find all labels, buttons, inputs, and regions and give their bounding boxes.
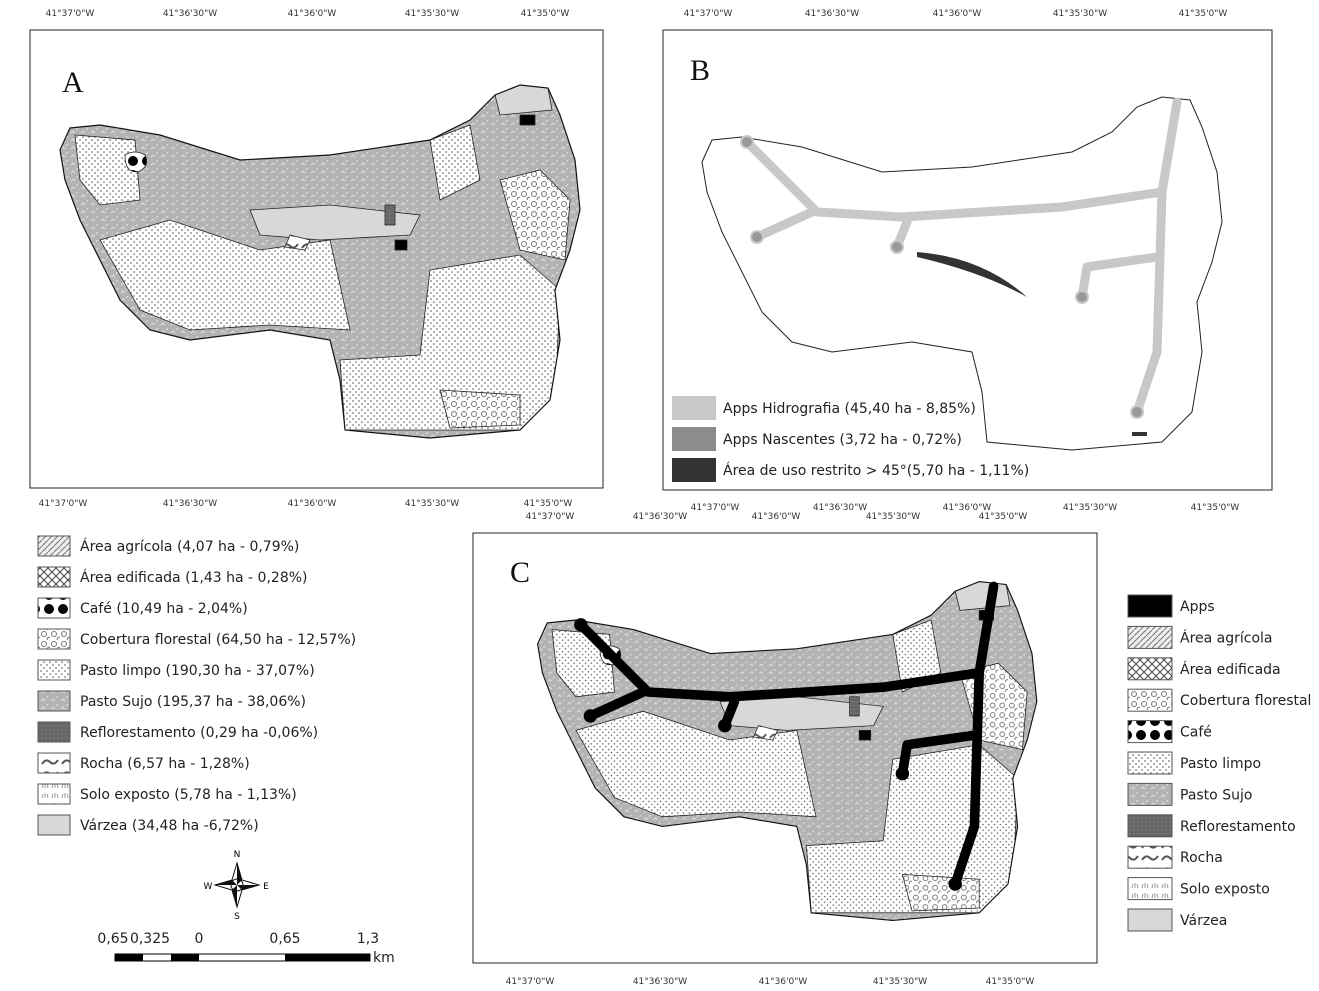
scale-label: 1,3 xyxy=(357,931,379,947)
right-coordinate-label: 20°37'0"S xyxy=(0,0,23,3)
panel-a: A xyxy=(30,30,603,488)
top-coordinate-label: 41°35'30"W xyxy=(1053,9,1107,19)
legend-swatch xyxy=(38,598,70,618)
bottom-coordinate-label: 41°36'30"W xyxy=(633,977,687,987)
legend-swatch xyxy=(1128,658,1172,680)
legend-swatch xyxy=(38,784,70,804)
legend-label: Área agrícola (4,07 ha - 0,79%) xyxy=(80,538,299,555)
bottom-coordinate-label: 41°35'30"W xyxy=(405,499,459,509)
legend-swatch xyxy=(38,629,70,649)
bottom-coordinate-label: 41°36'0"W xyxy=(288,499,337,509)
legend-swatch xyxy=(38,691,70,711)
legend-label: Cobertura florestal xyxy=(1180,693,1311,709)
top-coordinate-label: 41°35'0"W xyxy=(521,9,570,19)
bottom-coordinate-label: 41°35'0"W xyxy=(986,977,1035,987)
legend-swatch xyxy=(38,660,70,680)
bottom-coordinate-label: 41°35'30"W xyxy=(873,977,927,987)
bottom-coordinate-label: 41°36'0"W xyxy=(759,977,808,987)
scale-label: 0 xyxy=(195,931,204,947)
panel-label: A xyxy=(62,66,84,99)
legend-swatch xyxy=(1128,626,1172,648)
legend-label: Área edificada xyxy=(1180,661,1281,678)
scale-unit: km xyxy=(373,950,395,966)
panel-label: B xyxy=(690,54,710,87)
legend-label: Várzea (34,48 ha -6,72%) xyxy=(80,818,259,834)
bottom-coordinate-label: 41°35'0"W xyxy=(524,499,573,509)
legend-label: Solo exposto (5,78 ha - 1,13%) xyxy=(80,787,297,803)
bottom-coordinate-label: 41°37'0"W xyxy=(691,503,740,513)
legend-swatch xyxy=(1128,815,1172,837)
panel-c: C xyxy=(473,533,1097,963)
bottom-coordinate-label: 41°36'30"W xyxy=(163,499,217,509)
scale-label: 0,65 xyxy=(269,931,300,947)
top-coordinate-label: 41°37'0"W xyxy=(526,512,575,522)
bottom-coordinate-label: 41°35'0"W xyxy=(1191,503,1240,513)
compass-w: W xyxy=(204,882,213,892)
legend-swatch xyxy=(672,396,716,420)
scale-label: 0,325 xyxy=(130,931,170,947)
top-coordinate-label: 41°37'0"W xyxy=(684,9,733,19)
legend-label: Apps Hidrografia (45,40 ha - 8,85%) xyxy=(723,401,976,417)
top-coordinate-label: 41°36'0"W xyxy=(288,9,337,19)
scale-bar xyxy=(115,954,370,961)
legend-label: Reflorestamento xyxy=(1180,819,1296,835)
top-coordinate-label: 41°36'0"W xyxy=(933,9,982,19)
legend-label: Pasto Sujo xyxy=(1180,787,1252,803)
top-coordinate-label: 41°36'30"W xyxy=(805,9,859,19)
legend-label: Pasto limpo xyxy=(1180,756,1261,772)
legend-swatch xyxy=(672,458,716,482)
legend-swatch xyxy=(38,815,70,835)
bottom-coordinate-label: 41°37'0"W xyxy=(506,977,555,987)
scale-label: 0,65 xyxy=(97,931,128,947)
panel-label: C xyxy=(510,556,530,589)
top-coordinate-label: 41°36'0"W xyxy=(752,512,801,522)
legend-label: Solo exposto xyxy=(1180,882,1270,898)
legend-swatch xyxy=(1128,595,1172,617)
top-coordinate-label: 41°35'0"W xyxy=(1179,9,1228,19)
legend-label: Rocha (6,57 ha - 1,28%) xyxy=(80,756,250,772)
legend-label: Pasto limpo (190,30 ha - 37,07%) xyxy=(80,663,315,679)
legend-swatch xyxy=(38,567,70,587)
compass-n: N xyxy=(234,850,241,860)
legend-label: Rocha xyxy=(1180,850,1223,866)
legend-swatch xyxy=(672,427,716,451)
legend-swatch xyxy=(1128,878,1172,900)
legend-label: Apps xyxy=(1180,599,1215,615)
top-coordinate-label: 41°35'30"W xyxy=(866,512,920,522)
compass-s: S xyxy=(234,912,240,922)
legend-swatch xyxy=(1128,752,1172,774)
top-coordinate-label: 41°37'0"W xyxy=(46,9,95,19)
bottom-coordinate-label: 41°36'30"W xyxy=(813,503,867,513)
legend-swatch xyxy=(1128,909,1172,931)
panel-b: B xyxy=(663,30,1272,490)
legend-label: Cobertura florestal (64,50 ha - 12,57%) xyxy=(80,632,356,648)
compass-e: E xyxy=(263,882,269,892)
top-coordinate-label: 41°35'30"W xyxy=(405,9,459,19)
legend-swatch xyxy=(1128,689,1172,711)
figure: A B C N S E W 41°37'0"W 41°36'30"W 41°36'0… xyxy=(0,0,1319,991)
legend-label: Pasto Sujo (195,37 ha - 38,06%) xyxy=(80,694,306,710)
top-coordinate-label: 41°35'0"W xyxy=(979,512,1028,522)
legend-label: Apps Nascentes (3,72 ha - 0,72%) xyxy=(723,432,962,448)
legend-swatch xyxy=(38,753,70,773)
legend-swatch xyxy=(38,722,70,742)
legend-label: Área de uso restrito > 45°(5,70 ha - 1,1… xyxy=(723,462,1029,479)
legend-swatch xyxy=(1128,783,1172,805)
bottom-coordinate-label: 41°37'0"W xyxy=(39,499,88,509)
legend-label: Área edificada (1,43 ha - 0,28%) xyxy=(80,569,308,586)
top-coordinate-label: 41°36'30"W xyxy=(633,512,687,522)
legend-label: Área agrícola xyxy=(1180,629,1273,646)
top-coordinate-label: 41°36'30"W xyxy=(163,9,217,19)
legend-label: Várzea xyxy=(1180,913,1227,929)
legend-swatch xyxy=(1128,846,1172,868)
legend-swatch xyxy=(1128,721,1172,743)
north-arrow: N S E W xyxy=(204,850,270,922)
legend-swatch xyxy=(38,536,70,556)
legend-label: Reflorestamento (0,29 ha -0,06%) xyxy=(80,725,318,741)
legend-label: Café (10,49 ha - 2,04%) xyxy=(80,601,248,617)
legend-label: Café xyxy=(1180,725,1212,741)
bottom-coordinate-label: 41°35'30"W xyxy=(1063,503,1117,513)
